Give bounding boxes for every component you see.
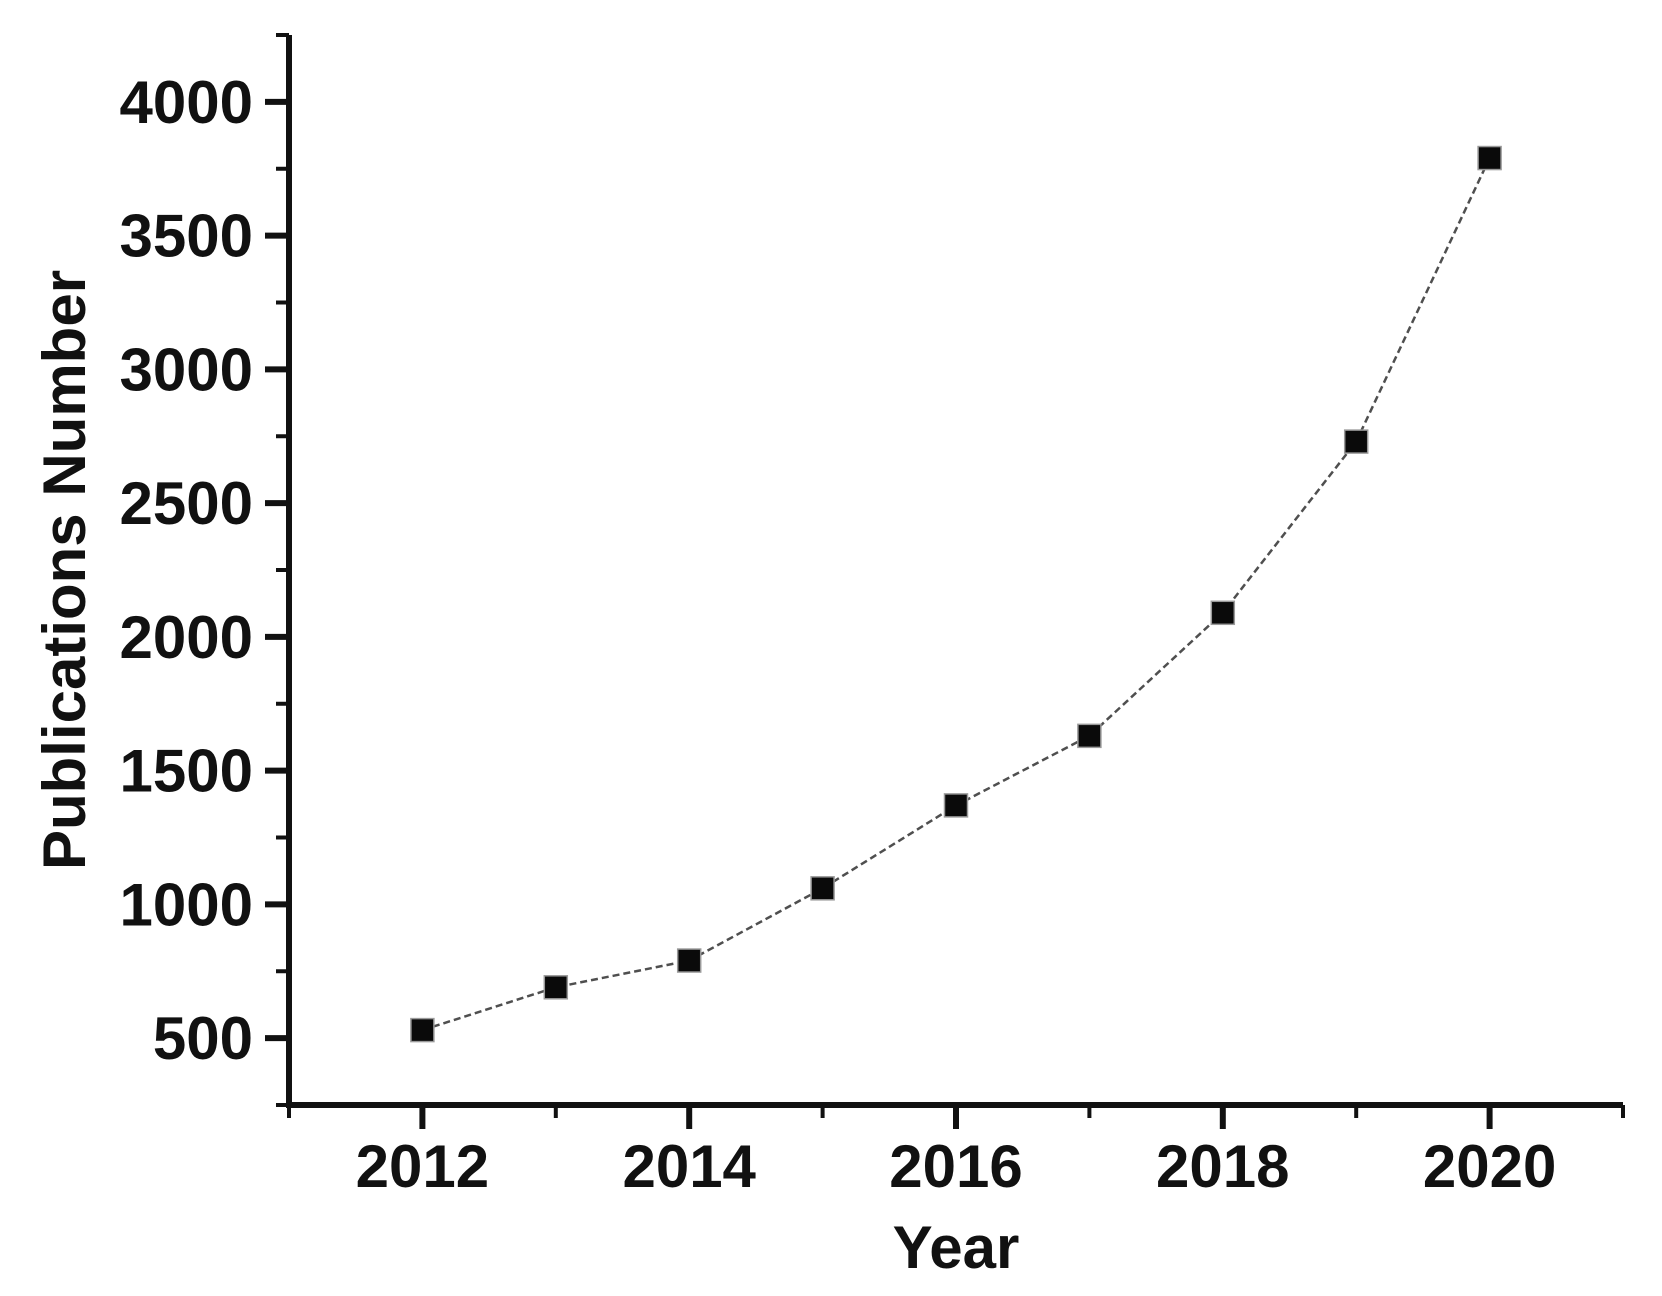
y-tick-label: 3000 [120,336,253,403]
data-point-marker [410,1017,435,1043]
y-tick-label: 2000 [120,604,253,671]
data-point-marker [1077,723,1102,749]
data-point-marker [810,876,835,901]
x-tick-label: 2012 [356,1133,489,1200]
data-point-marker [943,793,969,818]
y-axis-title: Publications Number [31,270,98,870]
y-tick-label: 4000 [120,69,253,136]
x-axis-title: Year [893,1214,1020,1281]
y-tick-label: 500 [153,1005,253,1072]
x-tick-label: 2014 [622,1133,756,1200]
data-point-marker [1343,429,1369,454]
x-tick-label: 2018 [1156,1133,1289,1200]
x-tick-label: 2020 [1423,1133,1556,1200]
data-point-marker [1210,600,1236,626]
y-tick-label: 2500 [120,470,253,537]
data-point-marker [1477,145,1502,171]
y-tick-label: 3500 [120,203,253,270]
data-point-marker [676,948,702,973]
data-line [422,157,1491,1032]
x-tick-label: 2016 [889,1133,1022,1200]
data-point-marker [543,975,569,1000]
y-tick-label: 1500 [120,738,253,805]
y-tick-label: 1000 [120,871,253,938]
